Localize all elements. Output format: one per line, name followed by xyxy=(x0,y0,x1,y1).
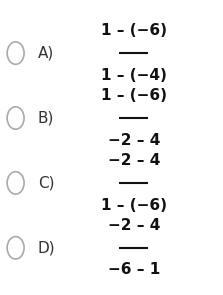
Text: 1 – (−6): 1 – (−6) xyxy=(101,24,167,38)
Text: −2 – 4: −2 – 4 xyxy=(108,153,160,168)
Text: −6 – 1: −6 – 1 xyxy=(108,263,160,277)
Text: 1 – (−6): 1 – (−6) xyxy=(101,198,167,212)
Text: A): A) xyxy=(38,46,54,60)
Text: D): D) xyxy=(38,240,56,255)
Text: C): C) xyxy=(38,176,54,190)
Text: −2 – 4: −2 – 4 xyxy=(108,218,160,233)
Text: −2 – 4: −2 – 4 xyxy=(108,133,160,148)
Text: 1 – (−4): 1 – (−4) xyxy=(101,68,167,83)
Text: 1 – (−6): 1 – (−6) xyxy=(101,88,167,103)
Text: B): B) xyxy=(38,111,54,125)
